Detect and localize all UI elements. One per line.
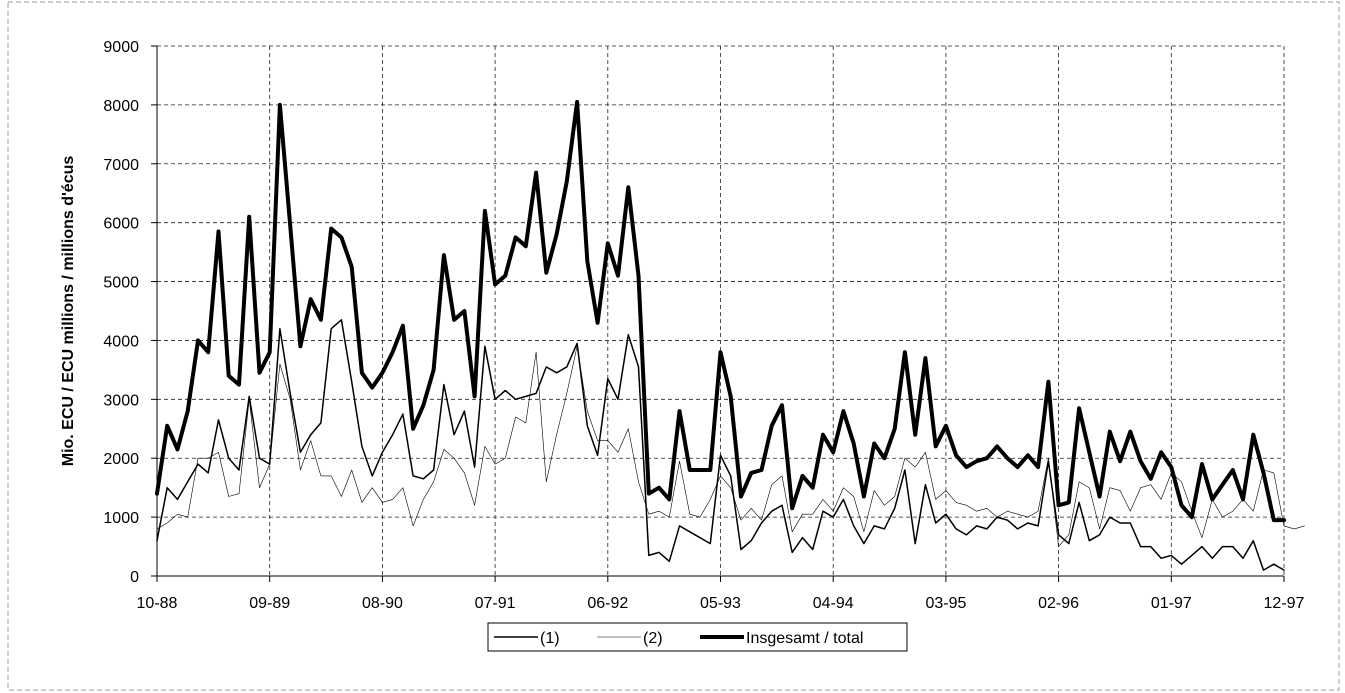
legend: (1) (2) Insgesamt / total: [487, 622, 908, 652]
x-tick-label: 04-94: [813, 595, 854, 612]
y-axis-label: Mio. ECU / ECU millions / millions d'écu…: [60, 156, 77, 467]
y-tick-label: 2000: [103, 451, 139, 468]
x-tick-label: 10-88: [137, 595, 178, 612]
y-tick-label: 7000: [103, 157, 139, 174]
series-lines: [155, 99, 1305, 571]
x-tick-label: 05-93: [700, 595, 741, 612]
y-tick-label: 5000: [103, 275, 139, 292]
series-line-3: [155, 99, 1286, 523]
x-tick-label: 01-97: [1151, 595, 1192, 612]
y-tick-label: 9000: [103, 39, 139, 56]
y-tick-label: 4000: [103, 333, 139, 350]
y-tick-label: 0: [130, 569, 139, 586]
legend-box: [487, 622, 908, 652]
y-tick-label: 3000: [103, 392, 139, 409]
x-tick-label: 12-97: [1264, 595, 1305, 612]
y-tick-label: 1000: [103, 510, 139, 527]
x-tick-label: 02-96: [1038, 595, 1079, 612]
x-tick-label: 09-89: [249, 595, 290, 612]
legend-label-1: (1): [540, 630, 560, 647]
y-tick-label: 6000: [103, 216, 139, 233]
chart-frame: [7, 1, 1340, 691]
gridlines: [157, 45, 1285, 576]
x-tick-label: 03-95: [925, 595, 966, 612]
y-axis-ticks: 0 1000 2000 3000 4000 5000 6000 7000 8000 9000: [103, 39, 139, 586]
legend-label-3: Insgesamt / total: [746, 630, 863, 647]
legend-label-2: (2): [643, 630, 663, 647]
y-tick-label: 8000: [103, 98, 139, 115]
x-tick-label: 08-90: [362, 595, 403, 612]
series-line-1: [156, 319, 1285, 571]
x-tick-label: 06-92: [587, 595, 628, 612]
x-axis-ticks: 10-88 09-89 08-90 07-91 06-92 05-93 04-94 03-95…: [137, 595, 1305, 612]
series-line-2: [156, 345, 1305, 547]
x-tick-label: 07-91: [475, 595, 516, 612]
